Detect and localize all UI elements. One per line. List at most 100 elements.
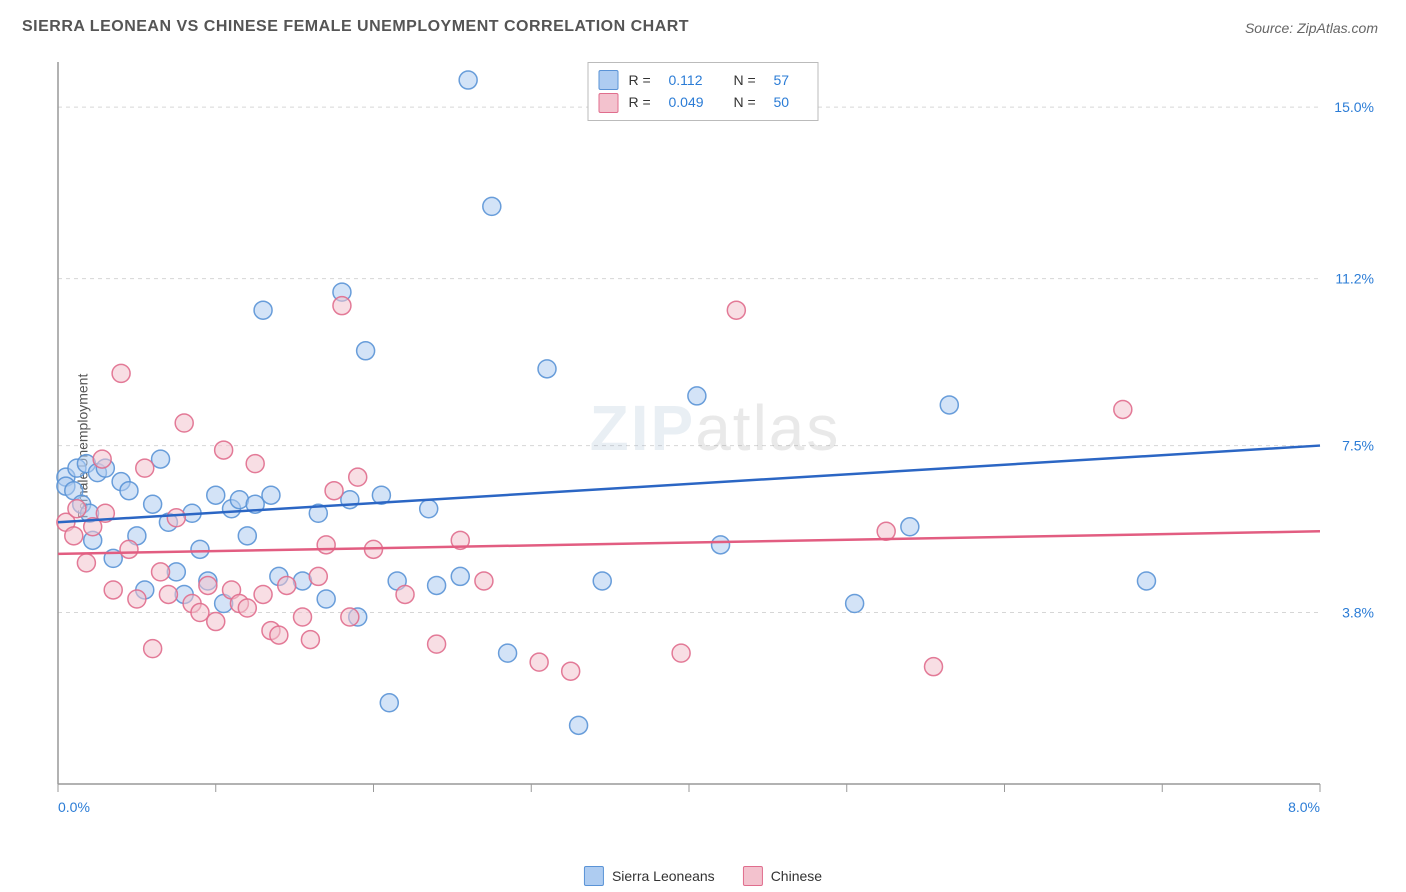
data-point (104, 581, 122, 599)
data-point (120, 482, 138, 500)
legend-item: Chinese (743, 866, 822, 886)
data-point (593, 572, 611, 590)
svg-text:7.5%: 7.5% (1342, 438, 1374, 454)
data-point (65, 527, 83, 545)
data-point (309, 567, 327, 585)
data-point (120, 540, 138, 558)
data-point (246, 455, 264, 473)
data-point (262, 486, 280, 504)
r-label: R = (629, 91, 659, 113)
data-point (538, 360, 556, 378)
legend-row: R = 0.049 N = 50 (599, 91, 804, 113)
data-point (207, 486, 225, 504)
plot-area: 3.8%7.5%11.2%15.0%0.0%8.0% ZIPatlas (50, 56, 1380, 832)
source-prefix: Source: (1245, 20, 1297, 36)
chart-container: SIERRA LEONEAN VS CHINESE FEMALE UNEMPLO… (0, 0, 1406, 892)
data-point (570, 716, 588, 734)
data-point (238, 527, 256, 545)
data-point (68, 500, 86, 518)
data-point (207, 613, 225, 631)
data-point (191, 540, 209, 558)
data-point (199, 576, 217, 594)
data-point (420, 500, 438, 518)
data-point (144, 495, 162, 513)
data-point (278, 576, 296, 594)
n-value: 57 (774, 69, 804, 91)
data-point (341, 608, 359, 626)
data-point (530, 653, 548, 671)
n-label: N = (734, 69, 764, 91)
data-point (712, 536, 730, 554)
legend-item: Sierra Leoneans (584, 866, 715, 886)
svg-text:0.0%: 0.0% (58, 799, 90, 815)
data-point (483, 197, 501, 215)
r-value: 0.112 (669, 69, 724, 91)
data-point (152, 450, 170, 468)
data-point (159, 585, 177, 603)
data-point (136, 459, 154, 477)
data-point (396, 585, 414, 603)
source-credit: Source: ZipAtlas.com (1245, 20, 1378, 36)
data-point (317, 536, 335, 554)
legend-swatch (584, 866, 604, 886)
data-point (1137, 572, 1155, 590)
data-point (672, 644, 690, 662)
svg-text:3.8%: 3.8% (1342, 605, 1374, 621)
data-point (144, 640, 162, 658)
data-point (459, 71, 477, 89)
legend-row: R = 0.112 N = 57 (599, 69, 804, 91)
data-point (215, 441, 233, 459)
r-value: 0.049 (669, 91, 724, 113)
data-point (294, 608, 312, 626)
series-legend: Sierra Leoneans Chinese (584, 866, 822, 886)
data-point (254, 301, 272, 319)
data-point (112, 364, 130, 382)
scatter-plot: 3.8% 7.5% 11.2% 15.0% 0.0% 8.0% (50, 56, 1380, 832)
data-point (380, 694, 398, 712)
n-label: N = (734, 91, 764, 113)
data-point (167, 509, 185, 527)
data-point (333, 297, 351, 315)
data-point (301, 631, 319, 649)
data-point (925, 658, 943, 676)
data-point (191, 604, 209, 622)
data-point (254, 585, 272, 603)
r-label: R = (629, 69, 659, 91)
legend-label: Sierra Leoneans (612, 868, 715, 884)
data-point (357, 342, 375, 360)
data-point (128, 590, 146, 608)
data-point (901, 518, 919, 536)
data-point (688, 387, 706, 405)
legend-label: Chinese (771, 868, 822, 884)
trend-line (58, 446, 1320, 523)
data-point (238, 599, 256, 617)
data-point (325, 482, 343, 500)
legend-swatch (743, 866, 763, 886)
data-point (877, 522, 895, 540)
chart-title: SIERRA LEONEAN VS CHINESE FEMALE UNEMPLO… (22, 18, 689, 36)
data-point (727, 301, 745, 319)
n-value: 50 (774, 91, 804, 113)
data-point (152, 563, 170, 581)
data-point (846, 595, 864, 613)
correlation-legend: R = 0.112 N = 57 R = 0.049 N = 50 (588, 62, 819, 121)
data-point (349, 468, 367, 486)
data-point (93, 450, 111, 468)
data-point (77, 554, 95, 572)
data-point (1114, 400, 1132, 418)
legend-swatch (599, 70, 619, 90)
svg-text:11.2%: 11.2% (1335, 271, 1374, 287)
legend-swatch (599, 93, 619, 113)
source-name: ZipAtlas.com (1297, 20, 1378, 36)
data-point (940, 396, 958, 414)
data-point (451, 567, 469, 585)
svg-text:8.0%: 8.0% (1288, 799, 1320, 815)
data-point (428, 576, 446, 594)
data-point (317, 590, 335, 608)
data-point (428, 635, 446, 653)
data-point (475, 572, 493, 590)
data-point (499, 644, 517, 662)
data-point (562, 662, 580, 680)
data-point (175, 414, 193, 432)
svg-text:15.0%: 15.0% (1334, 99, 1374, 115)
